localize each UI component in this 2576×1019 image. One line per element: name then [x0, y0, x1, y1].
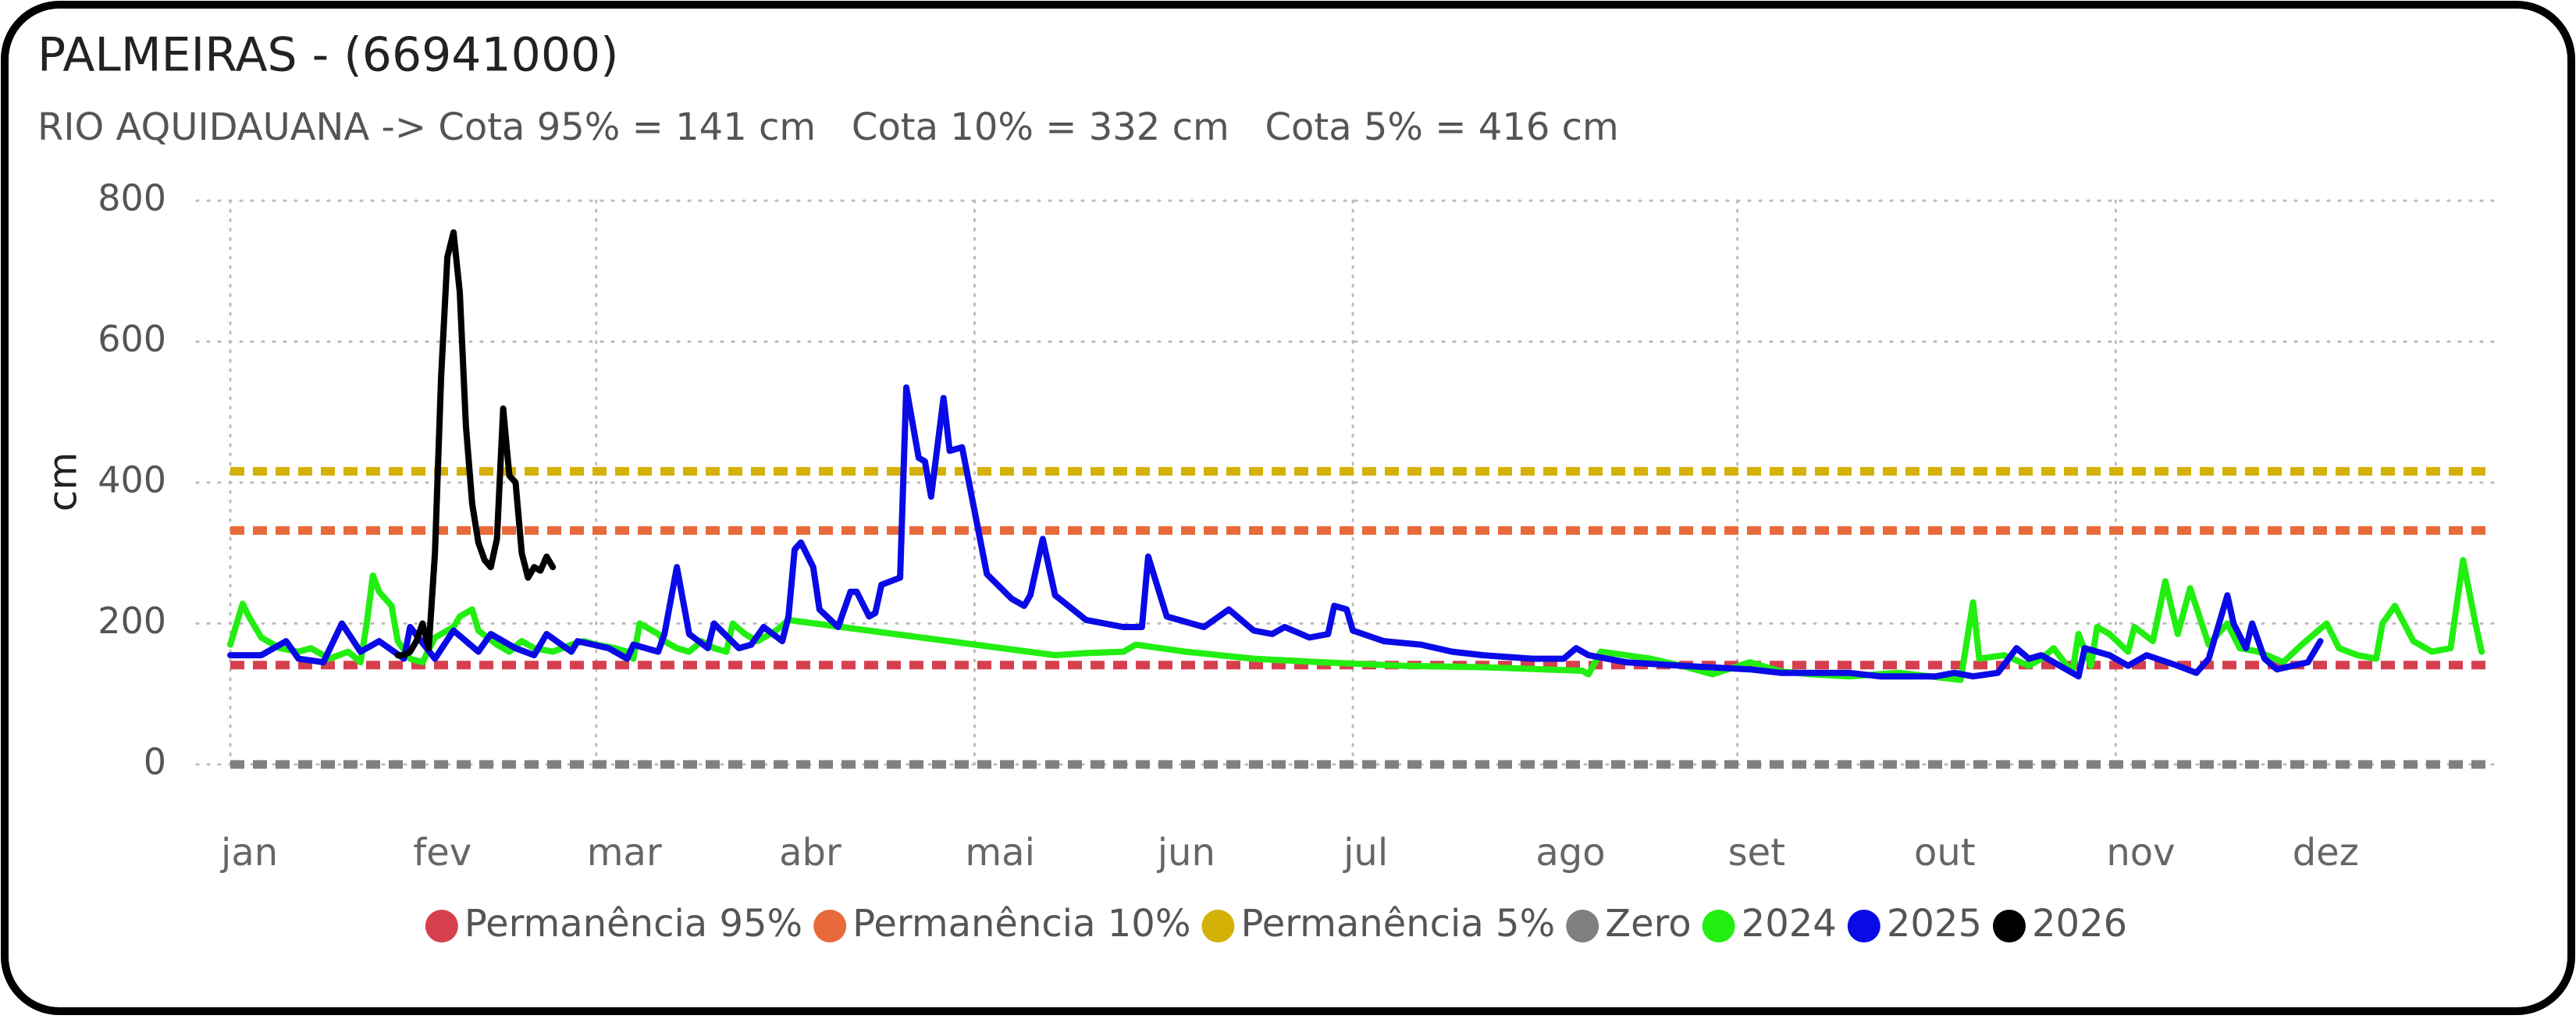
legend-label: 2026	[2032, 902, 2127, 946]
x-tick-label: jun	[1157, 831, 1215, 875]
legend-label: Permanência 5%	[1240, 902, 1555, 946]
x-tick-label: out	[1914, 831, 1976, 875]
legend-label: Zero	[1605, 902, 1691, 946]
y-tick-label: 0	[144, 741, 166, 783]
chart-subtitle: RIO AQUIDAUANA -> Cota 95% = 141 cm Cota…	[37, 105, 1619, 149]
x-tick-label: nov	[2106, 831, 2175, 875]
legend-swatch	[1992, 910, 2026, 942]
x-tick-label: mai	[965, 831, 1035, 875]
legend-swatch	[425, 910, 458, 942]
series-line	[227, 384, 2324, 680]
series-line	[394, 229, 557, 659]
legend-swatch	[1566, 910, 1599, 942]
legend-swatch	[1847, 910, 1880, 942]
legend-label: Permanência 10%	[852, 902, 1190, 946]
chart-title: PALMEIRAS - (66941000)	[37, 28, 619, 83]
grid: 0 200 400 600 800 jan fev mar abr mai jun jul ago set…	[98, 177, 2496, 875]
legend-item: Zero	[1566, 902, 1692, 946]
y-tick-label: 600	[98, 318, 166, 360]
y-tick-label: 200	[98, 600, 166, 642]
legend-item: Permanência 95%	[425, 902, 802, 946]
y-tick-label: 800	[98, 177, 166, 219]
series-line	[227, 557, 2485, 683]
y-axis-label: cm	[41, 452, 86, 511]
legend-swatch	[813, 910, 847, 942]
x-tick-label: fev	[413, 831, 471, 875]
y-tick-label: 400	[98, 459, 166, 501]
plot-lines	[227, 229, 2494, 769]
x-tick-label: dez	[2293, 831, 2359, 875]
legend-label: Permanência 95%	[464, 902, 802, 946]
x-tick-label: abr	[779, 831, 841, 875]
legend-label: 2024	[1742, 902, 1837, 946]
legend-item: Permanência 10%	[813, 902, 1190, 946]
legend-swatch	[1201, 910, 1235, 942]
legend-item: 2025	[1847, 902, 1982, 946]
legend-item: 2024	[1702, 902, 1837, 946]
legend-item: Permanência 5%	[1201, 902, 1555, 946]
legend-label: 2025	[1887, 902, 1982, 946]
x-tick-label: jan	[220, 831, 278, 875]
x-tick-label: ago	[1535, 831, 1605, 875]
x-tick-label: mar	[587, 831, 662, 875]
legend-swatch	[1702, 910, 1735, 942]
x-tick-label: jul	[1343, 831, 1388, 875]
legend: Permanência 95% Permanência 10% Permanênci…	[425, 902, 2127, 946]
x-tick-label: set	[1728, 831, 1785, 875]
legend-item: 2026	[1992, 902, 2127, 946]
